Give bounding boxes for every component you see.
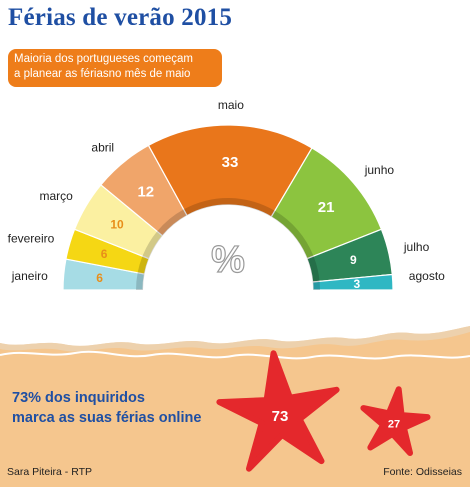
value-label-fevereiro: 6 (101, 247, 108, 261)
month-label-abril: abril (91, 141, 114, 155)
slice-value-labels: 6 6 10 12 33 21 9 3 (96, 154, 360, 291)
month-label-agosto: agosto (409, 269, 445, 283)
value-label-agosto: 3 (354, 277, 361, 291)
rim-março (142, 231, 163, 259)
sector-agosto (311, 273, 394, 291)
month-label-março: março (39, 189, 73, 203)
month-label-janeiro: janeiro (11, 269, 48, 283)
percent-unit-label: % (211, 239, 245, 281)
month-label-julho: julho (403, 240, 430, 254)
wet-sand (0, 326, 470, 352)
value-label-junho: 21 (318, 199, 335, 216)
value-label-abril: 12 (137, 184, 154, 201)
wave-line (0, 350, 470, 360)
month-label-maio: maio (218, 98, 244, 112)
source-credit: Fonte: Odisseias (383, 466, 462, 478)
rim-julho (307, 256, 320, 283)
value-label-maio: 33 (222, 154, 239, 171)
value-label-março: 10 (110, 217, 124, 231)
month-labels: janeiro fevereiro março abril maio junho julho… (8, 98, 446, 283)
rim-junho (271, 210, 314, 259)
starfish-group: 73 27 (216, 350, 431, 472)
rim-maio (183, 197, 275, 217)
rim-agosto (312, 281, 320, 290)
callout-box: Maioria dos portugueses começam a planea… (8, 49, 222, 87)
sea-foam (0, 307, 470, 346)
month-label-fevereiro: fevereiro (8, 231, 55, 245)
semicircle-sectors (62, 124, 394, 291)
survey-statement: 73% dos inquiridos marca as suas férias … (12, 388, 201, 428)
starfish-value-27: 27 (388, 418, 400, 430)
rim-janeiro (136, 272, 145, 290)
inner-rim (136, 197, 320, 290)
survey-line-2: marca as suas férias online (12, 410, 202, 426)
survey-line-1: 73% dos inquiridos (12, 390, 145, 406)
starfish-73 (216, 350, 340, 472)
value-label-julho: 9 (350, 253, 357, 267)
month-label-junho: junho (364, 163, 395, 177)
rim-fevereiro (137, 256, 149, 275)
rim-abril (157, 209, 188, 236)
value-label-janeiro: 6 (96, 271, 103, 285)
callout-line-1: Maioria dos portugueses começam (14, 53, 193, 65)
starfish-value-73: 73 (272, 408, 289, 425)
callout-line-2: a planear as fériasno mês de maio (14, 68, 191, 80)
starfish-27 (360, 386, 431, 456)
page-title: Férias de verão 2015 (8, 4, 233, 31)
author-credit: Sara Piteira - RTP (7, 466, 92, 478)
